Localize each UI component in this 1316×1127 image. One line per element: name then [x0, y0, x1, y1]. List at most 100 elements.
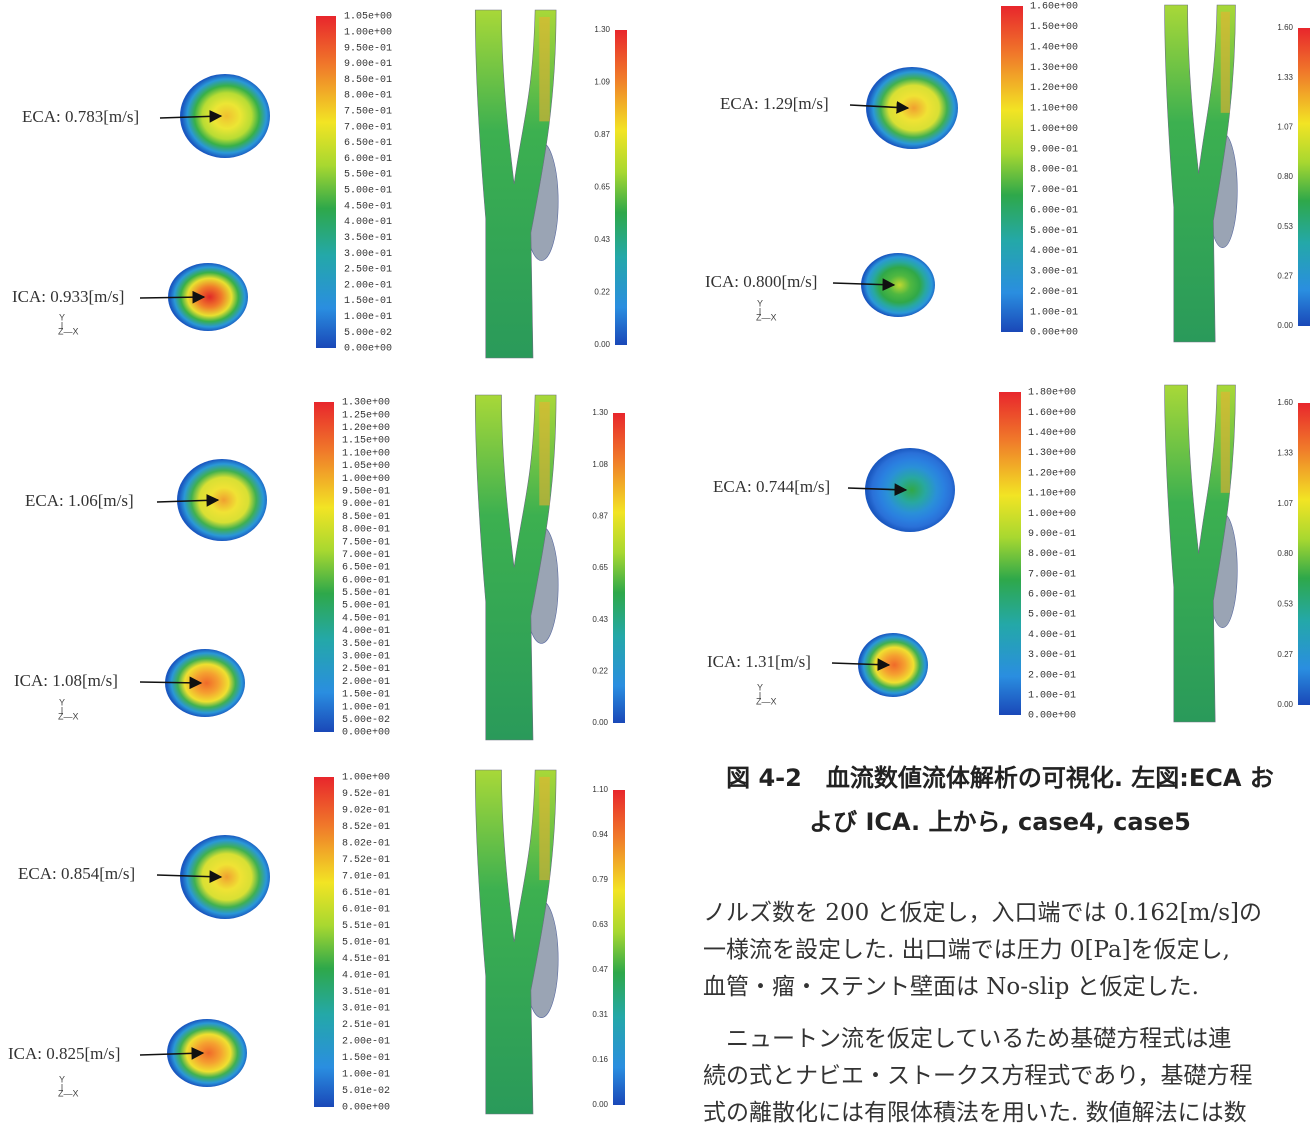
eca-cross-section: [180, 835, 270, 919]
body-text-line: ニュートン流を仮定しているため基礎方程式は連: [703, 1019, 1231, 1053]
ica-label: ICA: 0.825[m/s]: [8, 1044, 120, 1063]
vessel-colorbar-tick-label: 0.63: [592, 920, 608, 929]
colorbar-tick-label: 4.00e-01: [1030, 246, 1078, 257]
vessel-colorbar-tick-label: 0.27: [1277, 650, 1293, 659]
vessel-colorbar: [613, 413, 625, 723]
colorbar-tick-label: 8.00e-01: [1028, 549, 1076, 560]
eca-label: ECA: 0.783[m/s]: [22, 107, 139, 126]
eca-label: ECA: 1.06[m/s]: [25, 491, 134, 510]
colorbar-tick-label: 9.50e-01: [342, 486, 390, 497]
colorbar-tick-label: 7.00e-01: [1028, 569, 1076, 580]
axis-x: Z—X: [756, 312, 777, 322]
colorbar-tick-label: 1.20e+00: [342, 423, 390, 434]
vessel-colorbar-tick-label: 1.30: [592, 408, 608, 417]
vessel-colorbar-tick-label: 1.07: [1277, 122, 1293, 131]
colorbar-tick-label: 2.00e-01: [342, 677, 390, 688]
body-text-line: 血管・瘤・ステント壁面は No-slip と仮定した.: [703, 967, 1199, 1001]
colorbar-tick-label: 5.50e-01: [344, 170, 392, 181]
axis-y: Y: [757, 298, 763, 308]
eca-label: ECA: 1.29[m/s]: [720, 94, 829, 113]
ica-label: ICA: 1.31[m/s]: [707, 652, 811, 671]
eca-cross-section: [177, 459, 267, 541]
axis-x: Z—X: [58, 711, 79, 721]
colorbar-tick-label: 9.52e-01: [342, 789, 390, 800]
colorbar-tick-label: 1.15e+00: [342, 436, 390, 447]
axis-x: Z—X: [58, 1088, 79, 1098]
vessel-colorbar-tick-label: 0.80: [1277, 172, 1293, 181]
vessel-colorbar-tick-label: 0.65: [592, 563, 608, 572]
colorbar-tick-label: 1.25e+00: [342, 410, 390, 421]
body-text-line: 一様流を設定した. 出口端では圧力 0[Pa]を仮定し,: [703, 930, 1230, 964]
colorbar-tick-label: 6.50e-01: [344, 138, 392, 149]
vessel-colorbar-tick-label: 0.43: [592, 615, 608, 624]
vessel-colorbar-tick-label: 1.09: [594, 78, 610, 87]
vessel-colorbar-tick-label: 0.87: [594, 130, 610, 139]
body-text-line: ノルズ数を 200 と仮定し，入口端では 0.162[m/s]の: [703, 893, 1262, 927]
colorbar-tick-label: 7.00e-01: [342, 550, 390, 561]
colorbar-tick-label: 2.00e-01: [1030, 287, 1078, 298]
ica-label: ICA: 1.08[m/s]: [14, 671, 118, 690]
colorbar-tick-label: 0.00e+00: [1028, 711, 1076, 722]
eca-cross-section: [865, 448, 955, 532]
colorbar-tick-label: 7.50e-01: [342, 537, 390, 548]
vessel-colorbar-tick-label: 0.31: [592, 1010, 608, 1019]
colorbar-tick-label: 3.00e-01: [342, 651, 390, 662]
vessel-colorbar-tick-label: 1.33: [1277, 448, 1293, 457]
flow-streak: [539, 777, 550, 880]
colorbar-tick-label: 6.00e-01: [1028, 590, 1076, 601]
colorbar-tick-label: 0.00e+00: [342, 1103, 390, 1114]
colorbar-tick-label: 7.00e-01: [344, 122, 392, 133]
vessel-colorbar-tick-label: 1.33: [1277, 73, 1293, 82]
colorbar-tick-label: 1.00e-01: [342, 1070, 390, 1081]
vessel-colorbar: [1298, 403, 1310, 705]
colorbar-tick-label: 4.01e-01: [342, 971, 390, 982]
colorbar-tick-label: 6.00e-01: [342, 575, 390, 586]
flow-streak: [539, 17, 550, 121]
colorbar-tick-label: 4.50e-01: [342, 613, 390, 624]
colorbar-tick-label: 1.00e-01: [342, 702, 390, 713]
vessel-colorbar-tick-label: 0.94: [592, 830, 608, 839]
colorbar-tick-label: 0.00e+00: [1030, 328, 1078, 339]
colorbar-tick-label: 1.50e-01: [344, 296, 392, 307]
vessel-colorbar-tick-label: 0.00: [592, 718, 608, 727]
colorbar-tick-label: 8.02e-01: [342, 839, 390, 850]
colorbar-tick-label: 3.50e-01: [344, 233, 392, 244]
vessel-colorbar-tick-label: 0.53: [1277, 599, 1293, 608]
colorbar-tick-label: 2.00e-01: [342, 1037, 390, 1048]
axis-y: Y: [757, 682, 763, 692]
colorbar-tick-label: 6.00e-01: [344, 154, 392, 165]
colorbar-tick-label: 3.00e-01: [1030, 267, 1078, 278]
vessel-colorbar-tick-label: 1.10: [592, 785, 608, 794]
vessel-colorbar-tick-label: 1.08: [592, 460, 608, 469]
vessel-colorbar-tick-label: 0.47: [592, 965, 608, 974]
colorbar-tick-label: 4.51e-01: [342, 954, 390, 965]
colorbar-tick-label: 5.50e-01: [342, 588, 390, 599]
colorbar-tick-label: 2.00e-01: [344, 280, 392, 291]
colorbar-tick-label: 1.00e+00: [1028, 509, 1076, 520]
axis-y: Y: [59, 312, 65, 322]
colorbar-tick-label: 1.00e-01: [344, 312, 392, 323]
colorbar-tick-label: 8.52e-01: [342, 822, 390, 833]
colorbar-tick-label: 3.01e-01: [342, 1004, 390, 1015]
caption-line: 図 4-2 血流数値流体解析の可視化. 左図:ECA お: [690, 758, 1310, 793]
colorbar-tick-label: 8.50e-01: [342, 512, 390, 523]
vessel-colorbar-tick-label: 0.79: [592, 875, 608, 884]
vessel-colorbar-tick-label: 0.22: [592, 666, 608, 675]
colorbar-tick-label: 1.05e+00: [342, 461, 390, 472]
eca-label: ECA: 0.744[m/s]: [713, 477, 830, 496]
colorbar-tick-label: 6.00e-01: [1030, 205, 1078, 216]
vessel-colorbar: [615, 30, 627, 345]
colorbar-tick-label: 1.50e+00: [1030, 22, 1078, 33]
colorbar-tick-label: 1.10e+00: [1030, 104, 1078, 115]
colorbar-tick-label: 1.30e+00: [1028, 448, 1076, 459]
colorbar-tick-label: 1.50e-01: [342, 690, 390, 701]
colorbar-tick-label: 1.00e+00: [342, 474, 390, 485]
colorbar-tick-label: 7.00e-01: [1030, 185, 1078, 196]
axis-y: Y: [59, 1074, 65, 1084]
colorbar-tick-label: 8.00e-01: [344, 91, 392, 102]
colorbar-tick-label: 1.00e+00: [342, 773, 390, 784]
colorbar-tick-label: 2.00e-01: [1028, 670, 1076, 681]
colorbar-tick-label: 1.40e+00: [1028, 428, 1076, 439]
colorbar-tick-label: 3.51e-01: [342, 987, 390, 998]
vessel-colorbar-tick-label: 0.80: [1277, 549, 1293, 558]
